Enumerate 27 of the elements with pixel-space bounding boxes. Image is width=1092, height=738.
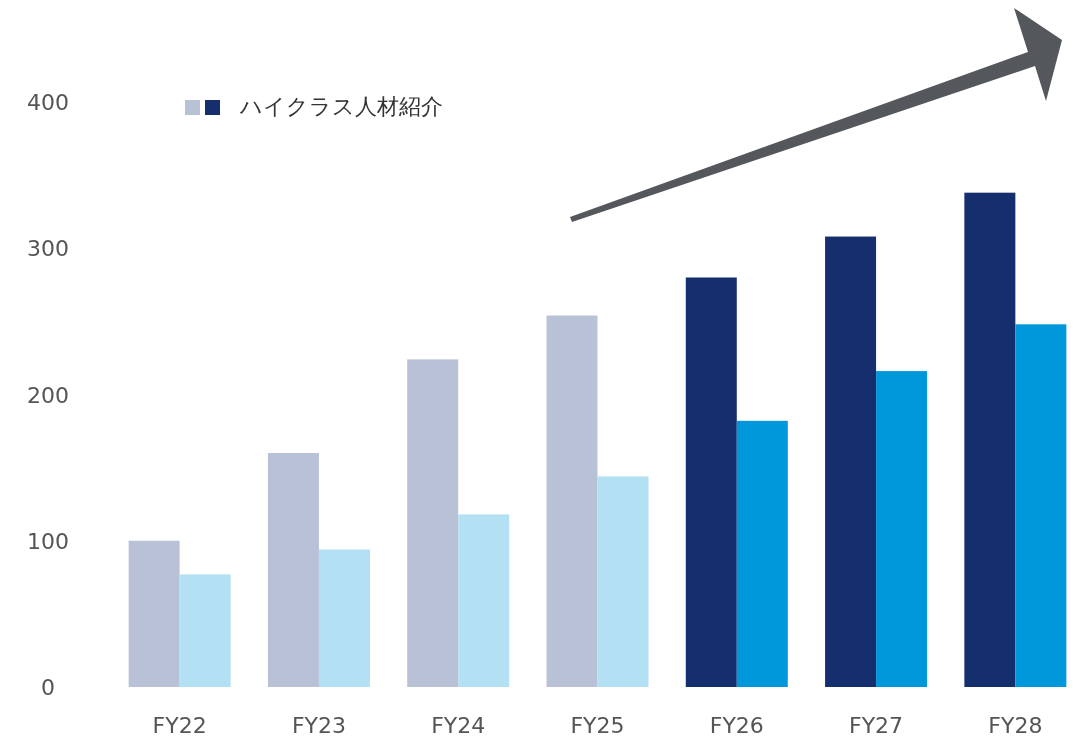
legend-label: ハイクラス人材紹介: [239, 94, 443, 119]
x-tick-label: FY24: [431, 713, 486, 738]
bar: [597, 476, 649, 687]
bar: [179, 574, 231, 687]
x-tick-label: FY22: [152, 713, 207, 738]
bar: [128, 540, 180, 687]
bar: [546, 315, 598, 687]
bar: [736, 420, 788, 687]
y-tick-label: 300: [27, 236, 69, 262]
x-tick-label: FY26: [709, 713, 764, 738]
y-tick-label: 0: [41, 675, 55, 700]
bar: [685, 277, 737, 687]
y-tick-label: 100: [27, 528, 69, 554]
y-tick-label: 200: [27, 382, 69, 408]
bar: [876, 371, 928, 687]
x-tick-label: FY23: [291, 713, 346, 738]
x-tick-label: FY25: [570, 713, 625, 738]
bar: [1015, 324, 1067, 687]
bar: [964, 192, 1016, 687]
x-tick-label: FY27: [849, 713, 904, 738]
bar: [458, 514, 510, 687]
bar: [825, 236, 877, 687]
bar: [318, 549, 370, 687]
x-tick-label: FY28: [988, 713, 1043, 738]
bar: [267, 453, 319, 687]
bar: [407, 359, 459, 687]
y-tick-label: 400: [27, 90, 69, 115]
